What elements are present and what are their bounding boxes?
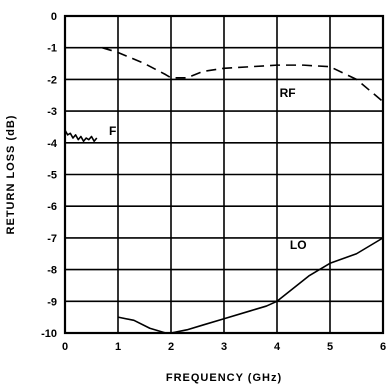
y-axis-title: RETURN LOSS (dB) [5,115,17,235]
x-tick-label: 5 [327,341,333,353]
y-tick-label: -10 [41,328,57,340]
series-lines [64,46,384,334]
y-tick-label: -4 [47,138,58,150]
series-label-rf: RF [280,86,296,100]
y-tick-label: -8 [47,265,57,277]
x-tick-label: 4 [274,341,281,353]
y-tick-label: -7 [47,233,57,245]
series-label-lo: LO [290,238,307,252]
series-line-if [64,129,98,143]
y-tick-label: -2 [47,74,57,86]
y-tick-label: 0 [51,11,57,23]
series-label-if: F [109,124,116,138]
plot-frame [63,14,385,335]
series-line-lo [117,237,384,334]
series-labels: RF F LO [109,86,307,252]
grid [64,15,384,334]
y-tick-label: -6 [47,201,57,213]
x-axis-title: FREQUENCY (GHz) [166,372,282,384]
y-tick-label: -3 [47,106,57,118]
x-tick-label: 1 [115,341,121,353]
x-tick-label: 2 [168,341,174,353]
x-tick-label: 6 [380,341,386,353]
series-line-rf [101,46,384,103]
y-tick-label: -9 [47,296,57,308]
x-tick-label: 0 [62,341,68,353]
y-tick-label: -1 [47,43,57,55]
y-tick-label: -5 [47,170,57,182]
tick-labels: 0 1 2 3 4 5 6 0 -1 -2 -3 -4 -5 -6 -7 -8 -9 -10 [41,11,386,353]
x-tick-label: 3 [221,341,227,353]
